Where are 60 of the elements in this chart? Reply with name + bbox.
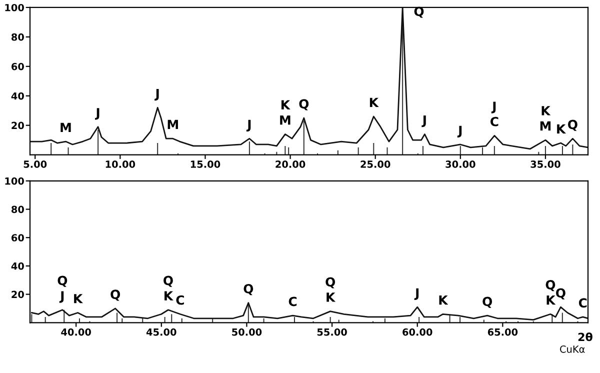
annotation: J [422,116,426,128]
annotation: J [414,288,419,300]
annotation: M [168,120,178,130]
x-tick-label: 30.00 [446,160,476,168]
y-tick-label: 100 [5,4,24,12]
x-axis-title: 2θ [578,332,592,342]
x-tick-label: 10.00 [106,160,136,168]
annotation: K [326,292,336,302]
x-tick-label: 65.00 [488,328,518,336]
x-tick-label: 20.00 [276,160,306,168]
x-tick-label: 5.00 [24,160,47,168]
y-tick-label: 20 [12,122,24,130]
annotation: J [95,108,100,120]
x-tick-label: 50.00 [232,328,262,336]
annotation: Q [546,280,556,292]
annotation: J [246,120,251,132]
annotation: K [439,295,448,305]
annotation: J [59,291,64,303]
annotation: K [164,291,174,300]
y-tick-label: 60 [12,62,24,70]
x-tick-label: 25.00 [360,160,390,168]
y-tick-label: 40 [11,262,24,270]
annotation: J [491,102,496,114]
annotation: K [542,106,551,116]
annotation: M [60,122,71,132]
x-tick-label: 45.00 [146,328,176,336]
annotation: C [288,296,297,306]
annotation: Q [556,288,566,300]
annotation: Q [326,277,336,288]
y-tick-label: 20 [12,290,24,298]
y-tick-label: 60 [12,234,24,242]
x-tick-label: 40.00 [61,328,91,336]
annotation: K [74,294,83,304]
annotation: Q [244,284,254,296]
x-tick-label: 35.00 [530,160,560,168]
annotation: J [154,88,159,101]
annotation: M [540,121,551,131]
y-tick-label: 100 [5,177,24,185]
y-tick-label: 80 [12,33,24,41]
annotation: Q [482,296,492,308]
annotation: C [578,298,587,308]
text: CuKα [560,345,585,353]
annotation: Q [58,276,68,287]
annotation: Q [299,99,309,110]
annotation: Q [164,276,173,287]
y-tick-label: 80 [12,206,24,214]
y-tick-label: 40 [11,92,24,100]
annotation: K [557,124,566,134]
x-tick-label: 15.00 [190,160,220,168]
annotation: J [457,126,462,138]
annotation: K [546,295,556,305]
annotation: K [370,98,379,107]
annotation: C [490,116,498,126]
annotation: K [281,100,290,110]
annotation: Q [568,120,578,131]
annotation: Q [110,290,120,301]
annotation: M [280,116,290,125]
x-tick-label: 60.00 [402,328,432,336]
annotation: C [176,295,184,305]
x-tick-label: 55.00 [317,328,347,336]
